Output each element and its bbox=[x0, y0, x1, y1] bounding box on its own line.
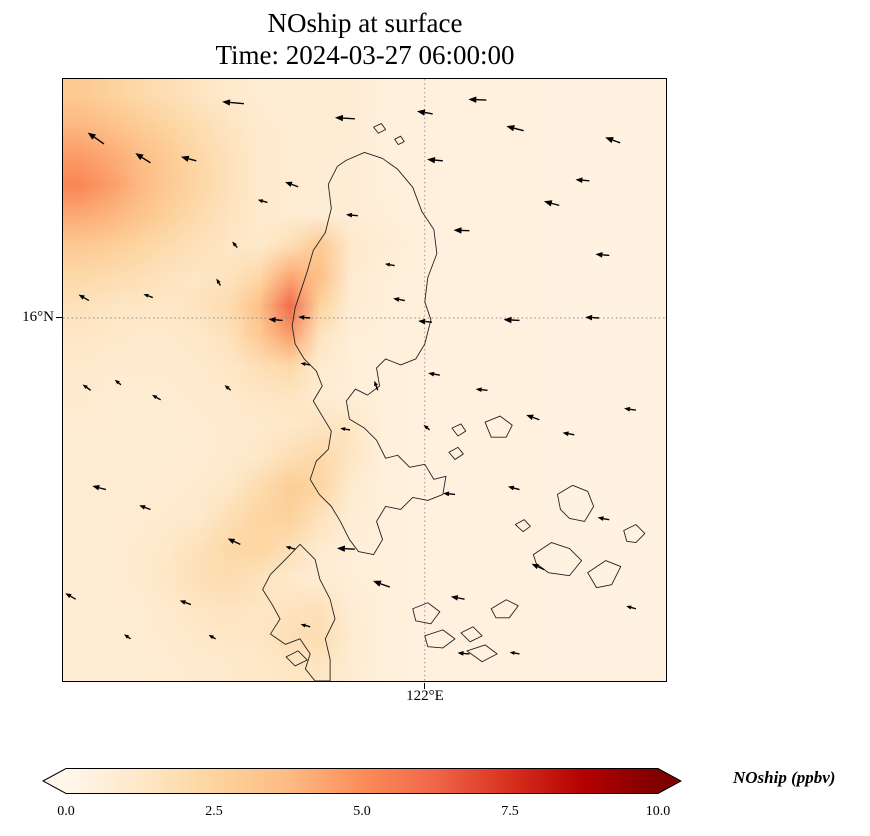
colorbar-tick-label-0: 0.0 bbox=[57, 804, 75, 819]
colorbar-tick-label-1: 2.5 bbox=[205, 804, 223, 819]
longitude-tick-label: 122°E bbox=[406, 688, 444, 704]
latitude-tick-label: 16°N bbox=[22, 309, 54, 325]
latitude-tick-mark bbox=[56, 317, 62, 318]
plot-subtitle-time: Time: 2024-03-27 06:00:00 bbox=[215, 40, 515, 70]
map-plot-area bbox=[62, 78, 667, 682]
colorbar-tick-label-4: 10.0 bbox=[645, 804, 671, 819]
map-overlay bbox=[63, 79, 666, 681]
longitude-tick-mark bbox=[424, 683, 425, 689]
concentration-heatmap bbox=[63, 79, 666, 681]
plot-title: NOship at surface bbox=[267, 8, 463, 38]
colorbar-tick-label-2: 5.0 bbox=[353, 804, 371, 819]
colorbar-label: NOship (ppbv) bbox=[733, 768, 836, 787]
colorbar bbox=[41, 766, 683, 796]
colorbar-tick-label-3: 7.5 bbox=[501, 804, 519, 819]
